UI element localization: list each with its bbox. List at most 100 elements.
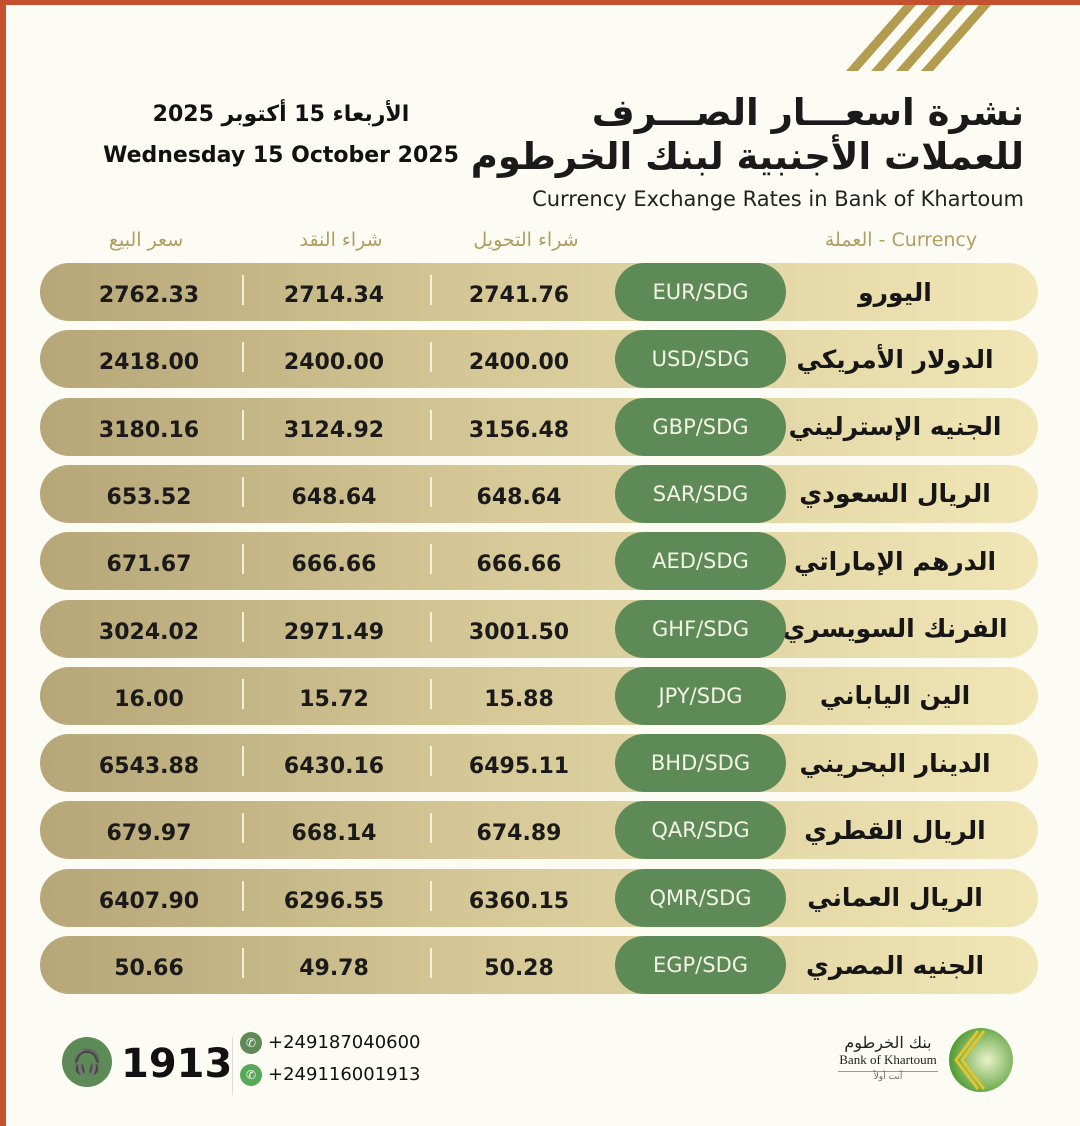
column-divider xyxy=(242,476,244,507)
cash-buy-value: 648.64 xyxy=(291,484,377,510)
date-english: Wednesday 15 October 2025 xyxy=(103,143,459,168)
logo-arabic: بنك الخرطوم xyxy=(844,1033,932,1052)
sell-value: 6543.88 xyxy=(98,754,200,780)
rates-bulletin: نشرة اسعـــار الصـــرف للعملات الأجنبية … xyxy=(6,5,1080,1126)
currency-code-badge: SAR/SDG xyxy=(615,464,786,523)
logo-english: Bank of Khartoum xyxy=(839,1052,937,1067)
column-divider xyxy=(242,678,244,709)
sell-value: 3024.02 xyxy=(98,619,200,645)
hotline-number: 1913 xyxy=(121,1041,233,1087)
currency-code-badge: QAR/SDG xyxy=(615,801,786,860)
column-divider xyxy=(430,409,432,440)
cash-buy-value: 3124.92 xyxy=(283,417,385,443)
rate-row: الريال العماني QMR/SDG 6360.15 6296.55 6… xyxy=(40,868,1038,927)
transfer-buy-value: 674.89 xyxy=(476,821,562,847)
transfer-buy-value: 3156.48 xyxy=(468,417,570,443)
date-arabic: الأربعاء 15 أكتوبر 2025 xyxy=(152,102,410,127)
cash-buy-value: 6430.16 xyxy=(283,754,385,780)
title-line-2: للعملات الأجنبية لبنك الخرطوم xyxy=(470,135,1024,178)
title-line-1: نشرة اسعـــار الصـــرف xyxy=(591,91,1024,134)
title-arabic: نشرة اسعـــار الصـــرف للعملات الأجنبية … xyxy=(471,91,1024,179)
cash-buy-value: 15.72 xyxy=(299,686,369,712)
transfer-buy-value: 2400.00 xyxy=(468,350,570,376)
rate-row: الفرنك السويسري GHF/SDG 3001.50 2971.49 … xyxy=(40,599,1038,658)
currency-name: الريال القطري xyxy=(804,815,986,845)
column-divider xyxy=(242,880,244,911)
currency-name: الين الياباني xyxy=(819,681,971,711)
column-divider xyxy=(242,611,244,642)
column-divider xyxy=(430,275,432,305)
currency-name: الريال العماني xyxy=(807,883,983,913)
bank-logo-text: بنك الخرطوم Bank of Khartoum أنت أولاً xyxy=(828,1033,948,1082)
currency-code-badge: JPY/SDG xyxy=(615,666,786,725)
transfer-buy-value: 15.88 xyxy=(484,686,554,712)
column-divider xyxy=(430,611,432,642)
title-english: Currency Exchange Rates in Bank of Khart… xyxy=(532,187,1024,211)
column-divider xyxy=(242,342,244,373)
transfer-buy-value: 3001.50 xyxy=(468,619,570,645)
column-divider xyxy=(242,746,244,777)
sell-value: 2418.00 xyxy=(98,350,200,376)
column-header-cash-buy: شراء النقد xyxy=(299,229,383,251)
rate-row: اليورو EUR/SDG 2741.76 2714.34 2762.33 xyxy=(40,263,1038,321)
currency-name: الدرهم الإماراتي xyxy=(793,546,997,576)
column-header-transfer-buy: شراء التحويل xyxy=(473,229,579,251)
currency-name: الدولار الأمريكي xyxy=(796,344,994,374)
sell-value: 671.67 xyxy=(106,552,192,578)
currency-name: الفرنك السويسري xyxy=(782,614,1008,643)
logo-tagline: أنت أولاً xyxy=(838,1071,938,1082)
sell-value: 679.97 xyxy=(106,821,192,847)
transfer-buy-value: 6360.15 xyxy=(468,888,570,914)
phone-icon: ✆ xyxy=(240,1032,262,1054)
cash-buy-value: 666.66 xyxy=(291,552,377,578)
cash-buy-value: 2400.00 xyxy=(283,350,385,376)
column-divider xyxy=(430,342,432,373)
currency-code-badge: BHD/SDG xyxy=(615,734,786,793)
column-divider xyxy=(242,275,244,305)
rate-row: الجنيه المصري EGP/SDG 50.28 49.78 50.66 xyxy=(40,936,1038,994)
column-divider xyxy=(242,948,244,978)
currency-code-badge: QMR/SDG xyxy=(615,868,786,927)
currency-code-badge: USD/SDG xyxy=(615,330,786,389)
currency-code-badge: EGP/SDG xyxy=(615,936,786,994)
rate-row: الدينار البحريني BHD/SDG 6495.11 6430.16… xyxy=(40,734,1038,793)
rate-row: الريال السعودي SAR/SDG 648.64 648.64 653… xyxy=(40,464,1038,523)
sell-value: 3180.16 xyxy=(98,417,200,443)
cash-buy-value: 49.78 xyxy=(299,956,369,981)
sell-value: 2762.33 xyxy=(98,283,200,308)
column-divider xyxy=(242,544,244,575)
currency-name: الجنيه الإسترليني xyxy=(788,412,1002,442)
currency-name: الريال السعودي xyxy=(799,479,991,509)
cash-buy-value: 2714.34 xyxy=(283,283,385,308)
rate-row: الين الياباني JPY/SDG 15.88 15.72 16.00 xyxy=(40,666,1038,725)
divider xyxy=(232,1037,233,1095)
column-header-currency: Currency - العملة xyxy=(824,229,978,251)
whatsapp-icon: ✆ xyxy=(240,1064,262,1086)
column-divider xyxy=(430,813,432,844)
sell-value: 653.52 xyxy=(106,484,192,510)
cash-buy-value: 2971.49 xyxy=(283,619,385,645)
cash-buy-value: 6296.55 xyxy=(283,888,385,914)
rate-row: الدرهم الإماراتي AED/SDG 666.66 666.66 6… xyxy=(40,532,1038,591)
transfer-buy-value: 6495.11 xyxy=(468,754,570,780)
currency-name: الدينار البحريني xyxy=(799,748,991,778)
currency-name: الجنيه المصري xyxy=(805,950,985,980)
sell-value: 6407.90 xyxy=(98,888,200,914)
column-divider xyxy=(430,544,432,575)
column-divider xyxy=(430,880,432,911)
sell-value: 16.00 xyxy=(114,686,184,712)
transfer-buy-value: 666.66 xyxy=(476,552,562,578)
currency-name: اليورو xyxy=(858,277,932,307)
cash-buy-value: 668.14 xyxy=(291,821,377,847)
column-divider xyxy=(430,746,432,777)
currency-code-badge: EUR/SDG xyxy=(615,263,786,321)
whatsapp-number: +249116001913 xyxy=(268,1064,421,1085)
column-divider xyxy=(242,409,244,440)
transfer-buy-value: 50.28 xyxy=(484,956,554,981)
transfer-buy-value: 648.64 xyxy=(476,484,562,510)
column-header-sell: سعر البيع xyxy=(108,229,184,251)
transfer-buy-value: 2741.76 xyxy=(468,283,570,308)
rate-row: الجنيه الإسترليني GBP/SDG 3156.48 3124.9… xyxy=(40,397,1038,456)
column-divider xyxy=(242,813,244,844)
currency-code-badge: GBP/SDG xyxy=(615,397,786,456)
